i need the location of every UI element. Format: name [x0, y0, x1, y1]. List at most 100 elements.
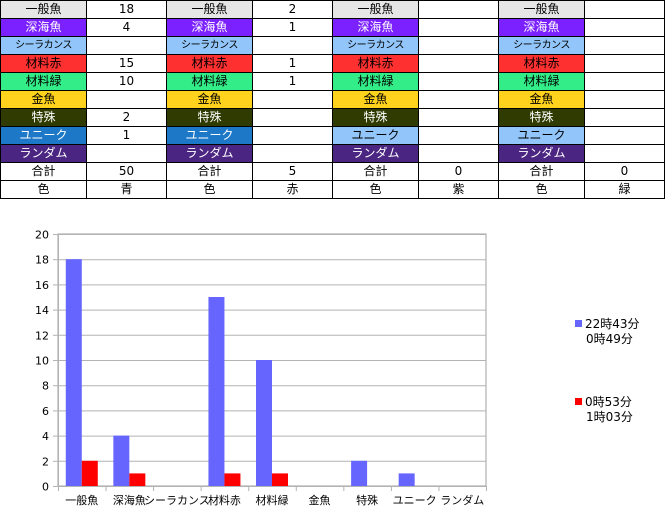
- count-cell[interactable]: [252, 144, 333, 163]
- category-label-cell[interactable]: ユニーク: [0, 126, 87, 145]
- category-label-cell[interactable]: 材料赤: [332, 54, 419, 73]
- category-label-cell[interactable]: 金魚: [166, 90, 253, 109]
- category-label-cell[interactable]: シーラカンス: [0, 36, 87, 55]
- category-label-cell[interactable]: 金魚: [332, 90, 419, 109]
- category-label-cell[interactable]: 深海魚: [166, 18, 253, 37]
- category-label-cell[interactable]: 一般魚: [498, 0, 585, 19]
- bar: [224, 473, 241, 486]
- bar: [351, 460, 368, 486]
- color-value-cell[interactable]: 赤: [252, 180, 333, 199]
- category-label-cell[interactable]: 深海魚: [332, 18, 419, 37]
- category-label-cell[interactable]: 特殊: [166, 108, 253, 127]
- category-label-cell[interactable]: 特殊: [332, 108, 419, 127]
- color-value-cell[interactable]: 緑: [584, 180, 665, 199]
- total-row: 合計 50 合計 5 合計 0 合計 0: [0, 162, 665, 181]
- count-cell[interactable]: [584, 54, 665, 73]
- category-label-cell[interactable]: ランダム: [498, 144, 585, 163]
- count-cell[interactable]: 1: [86, 126, 167, 145]
- count-cell[interactable]: [584, 90, 665, 109]
- category-label-cell[interactable]: 材料緑: [332, 72, 419, 91]
- category-label-cell[interactable]: ユニーク: [332, 126, 419, 145]
- count-cell[interactable]: [86, 144, 167, 163]
- color-value-cell[interactable]: 青: [86, 180, 167, 199]
- color-value-cell[interactable]: 紫: [418, 180, 499, 199]
- category-label-cell[interactable]: 金魚: [0, 90, 87, 109]
- category-label-cell[interactable]: シーラカンス: [332, 36, 419, 55]
- count-cell[interactable]: [418, 36, 499, 55]
- table-row: 材料緑 10 材料緑 1 材料緑 材料緑: [0, 72, 665, 91]
- count-cell[interactable]: [418, 18, 499, 37]
- count-cell[interactable]: [86, 90, 167, 109]
- y-tick-label: 12: [35, 329, 49, 342]
- category-label-cell[interactable]: 一般魚: [332, 0, 419, 19]
- total-value-cell[interactable]: 50: [86, 162, 167, 181]
- count-cell[interactable]: 1: [252, 18, 333, 37]
- count-cell[interactable]: [252, 90, 333, 109]
- count-cell[interactable]: 2: [252, 0, 333, 19]
- category-label-cell[interactable]: 特殊: [0, 108, 87, 127]
- count-cell[interactable]: [252, 108, 333, 127]
- category-label-cell[interactable]: 金魚: [498, 90, 585, 109]
- count-cell[interactable]: [418, 90, 499, 109]
- count-cell[interactable]: [418, 126, 499, 145]
- category-label-cell[interactable]: 材料赤: [0, 54, 87, 73]
- total-label-cell[interactable]: 合計: [166, 162, 253, 181]
- color-label-cell[interactable]: 色: [332, 180, 419, 199]
- total-label-cell[interactable]: 合計: [0, 162, 87, 181]
- color-label-cell[interactable]: 色: [166, 180, 253, 199]
- count-cell[interactable]: [584, 144, 665, 163]
- count-cell[interactable]: [584, 36, 665, 55]
- data-sheet: 一般魚 18 一般魚 2 一般魚 一般魚 深海魚 4 深海魚 1 深海魚 深海魚 シーラカンス シーラカン…: [0, 0, 665, 199]
- y-tick-label: 2: [42, 455, 49, 468]
- total-value-cell[interactable]: 5: [252, 162, 333, 181]
- legend-swatch: [575, 398, 582, 405]
- x-tick-label: ランダム: [440, 493, 484, 507]
- count-cell[interactable]: [418, 54, 499, 73]
- category-label-cell[interactable]: ユニーク: [498, 126, 585, 145]
- category-label-cell[interactable]: ユニーク: [166, 126, 253, 145]
- x-tick-label: 一般魚: [65, 494, 98, 507]
- count-cell[interactable]: 1: [252, 54, 333, 73]
- category-label-cell[interactable]: 材料赤: [498, 54, 585, 73]
- y-tick-label: 20: [35, 229, 49, 242]
- count-cell[interactable]: 1: [252, 72, 333, 91]
- category-label-cell[interactable]: シーラカンス: [498, 36, 585, 55]
- count-cell[interactable]: 18: [86, 0, 167, 19]
- count-cell[interactable]: [252, 36, 333, 55]
- category-label-cell[interactable]: ランダム: [0, 144, 87, 163]
- count-cell[interactable]: [418, 0, 499, 19]
- total-value-cell[interactable]: 0: [418, 162, 499, 181]
- total-label-cell[interactable]: 合計: [332, 162, 419, 181]
- category-label-cell[interactable]: 深海魚: [498, 18, 585, 37]
- category-label-cell[interactable]: シーラカンス: [166, 36, 253, 55]
- category-label-cell[interactable]: 深海魚: [0, 18, 87, 37]
- color-label-cell[interactable]: 色: [0, 180, 87, 199]
- category-label-cell[interactable]: ランダム: [332, 144, 419, 163]
- count-cell[interactable]: [584, 18, 665, 37]
- category-label-cell[interactable]: 材料赤: [166, 54, 253, 73]
- count-cell[interactable]: [86, 36, 167, 55]
- count-cell[interactable]: 15: [86, 54, 167, 73]
- count-cell[interactable]: [584, 108, 665, 127]
- category-label-cell[interactable]: 材料緑: [498, 72, 585, 91]
- count-cell[interactable]: 2: [86, 108, 167, 127]
- count-cell[interactable]: 10: [86, 72, 167, 91]
- count-cell[interactable]: [418, 72, 499, 91]
- count-cell[interactable]: 4: [86, 18, 167, 37]
- total-value-cell[interactable]: 0: [584, 162, 665, 181]
- count-cell[interactable]: [418, 108, 499, 127]
- category-label-cell[interactable]: 材料緑: [166, 72, 253, 91]
- color-label-cell[interactable]: 色: [498, 180, 585, 199]
- category-label-cell[interactable]: 材料緑: [0, 72, 87, 91]
- category-label-cell[interactable]: 一般魚: [0, 0, 87, 19]
- count-cell[interactable]: [584, 0, 665, 19]
- count-cell[interactable]: [584, 126, 665, 145]
- category-label-cell[interactable]: ランダム: [166, 144, 253, 163]
- count-cell[interactable]: [584, 72, 665, 91]
- count-cell[interactable]: [418, 144, 499, 163]
- category-label-cell[interactable]: 特殊: [498, 108, 585, 127]
- total-label-cell[interactable]: 合計: [498, 162, 585, 181]
- category-label-cell[interactable]: 一般魚: [166, 0, 253, 19]
- count-cell[interactable]: [252, 126, 333, 145]
- y-tick-label: 14: [35, 304, 49, 317]
